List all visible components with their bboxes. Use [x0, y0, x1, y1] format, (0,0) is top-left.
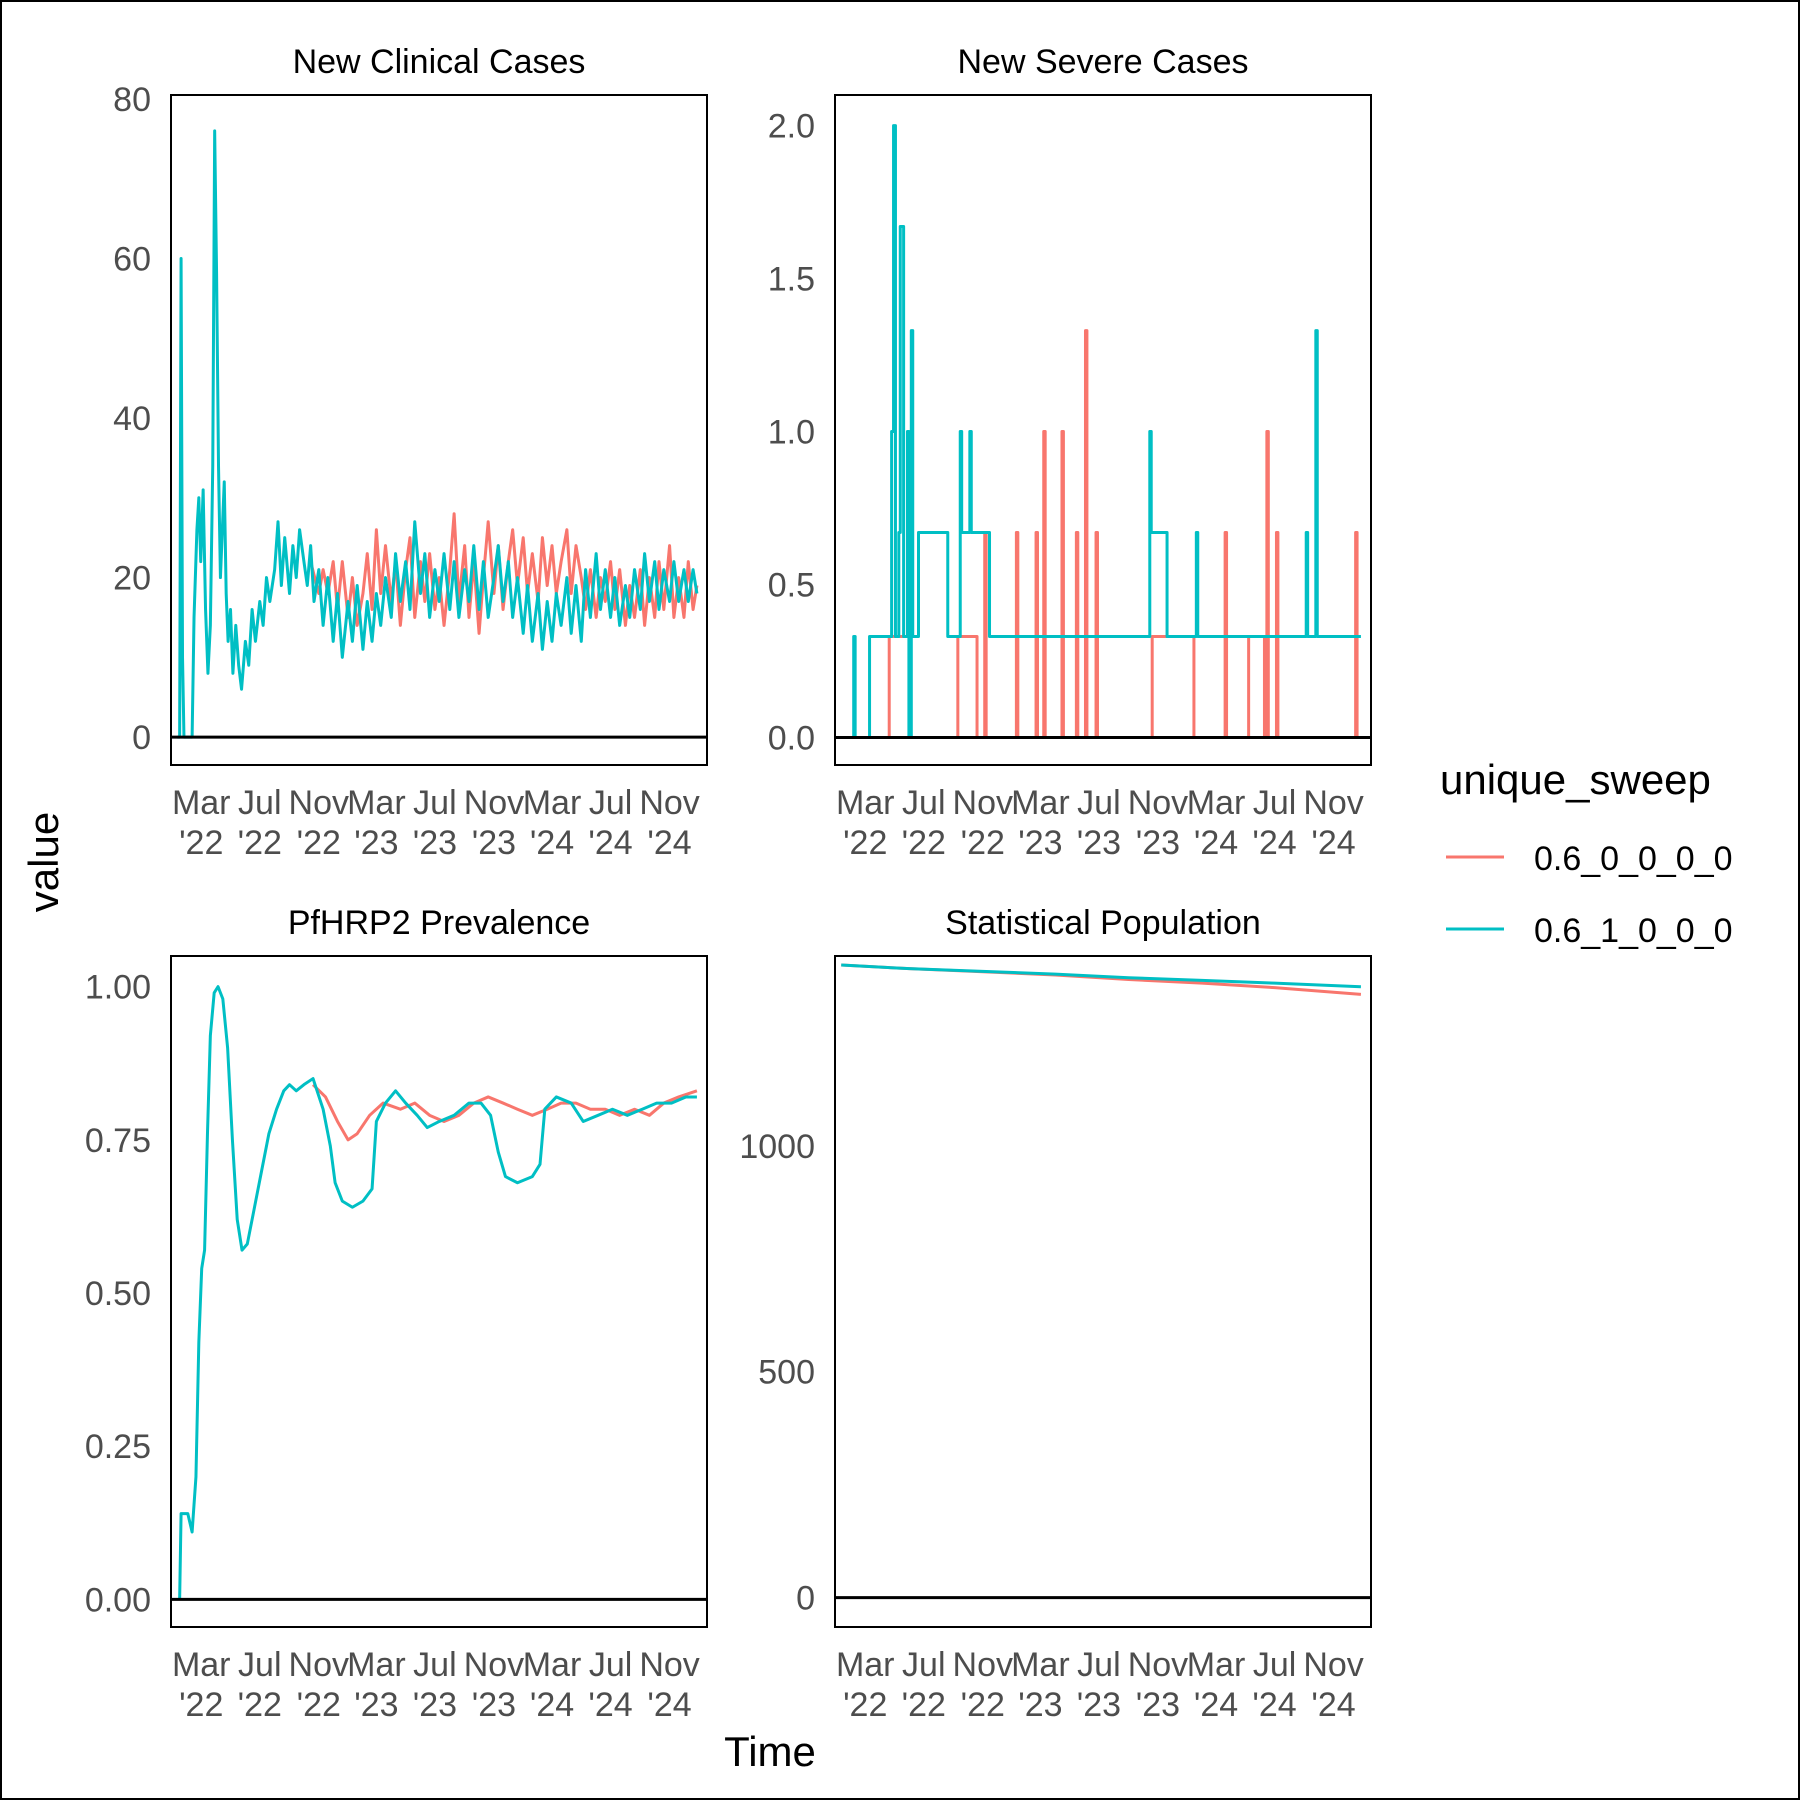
series-line-1 — [843, 124, 1361, 739]
x-tick-label: Jul '24 — [1252, 1646, 1296, 1724]
x-tick-label: Jul '23 — [413, 784, 457, 862]
legend-title: unique_sweep — [1440, 756, 1711, 803]
panel-border — [834, 955, 1372, 1628]
x-tick-label: Nov '22 — [289, 1646, 349, 1724]
x-tick-label: Nov '22 — [953, 784, 1013, 862]
y-tick-label: 0.75 — [85, 1122, 151, 1160]
x-tick-label: Nov '22 — [953, 1646, 1013, 1724]
x-tick-label: Jul '22 — [238, 784, 282, 862]
panel-title: New Severe Cases — [957, 43, 1248, 81]
x-tick-label: Mar '22 — [172, 1646, 231, 1724]
x-tick-label: Jul '22 — [902, 784, 946, 862]
y-tick-label: 1000 — [739, 1128, 815, 1166]
x-tick-label: Jul '22 — [902, 1646, 946, 1724]
x-tick-label: Mar '24 — [1187, 1646, 1246, 1724]
panel-border — [170, 955, 708, 1628]
y-tick-label: 0 — [796, 1580, 815, 1618]
y-tick-label: 2.0 — [768, 108, 815, 146]
panel-title: New Clinical Cases — [293, 43, 586, 81]
y-tick-label: 1.00 — [85, 969, 151, 1007]
x-tick-label: Jul '22 — [238, 1646, 282, 1724]
panel-3: PfHRP2 Prevalence 0.00 0.25 0.50 0.75 1.00 Mar… — [85, 904, 708, 1724]
series-line-1 — [178, 985, 697, 1600]
y-tick-label: 0.25 — [85, 1428, 151, 1466]
x-tick-label: Mar '23 — [1011, 784, 1070, 862]
x-tick-label: Jul '23 — [1077, 1646, 1121, 1724]
x-tick-label: Nov '24 — [1303, 1646, 1363, 1724]
x-tick-label: Nov '23 — [1128, 1646, 1188, 1724]
x-tick-label: Mar '24 — [1187, 784, 1246, 862]
y-tick-label: 0.00 — [85, 1581, 151, 1619]
series-line-1 — [841, 963, 1361, 989]
x-tick-label: Mar '22 — [836, 1646, 895, 1724]
x-tick-label: Jul '23 — [1077, 784, 1121, 862]
y-tick-label: 40 — [113, 400, 151, 438]
panel-title: PfHRP2 Prevalence — [288, 904, 590, 942]
x-tick-label: Mar '23 — [347, 784, 406, 862]
y-tick-label: 0 — [132, 719, 151, 757]
legend: unique_sweep 0.6_0_0_0_0 0.6_1_0_0_0 — [1440, 756, 1733, 950]
x-tick-label: Mar '23 — [1011, 1646, 1070, 1724]
series-group — [841, 963, 1362, 996]
x-tick-label: Jul '24 — [588, 1646, 632, 1724]
legend-label-1: 0.6_1_0_0_0 — [1534, 912, 1733, 950]
x-tick-label: Jul '23 — [413, 1646, 457, 1724]
x-tick-label: Nov '24 — [639, 784, 699, 862]
y-tick-label: 500 — [758, 1354, 815, 1392]
panel-border — [834, 94, 1372, 766]
series-line-1 — [177, 129, 699, 739]
legend-label-0: 0.6_0_0_0_0 — [1534, 840, 1733, 878]
x-tick-label: Mar '22 — [172, 784, 231, 862]
series-group — [177, 129, 699, 739]
x-tick-label: Nov '23 — [1128, 784, 1188, 862]
x-tick-label: Mar '22 — [836, 784, 895, 862]
x-tick-label: Mar '23 — [347, 1646, 406, 1724]
x-tick-label: Nov '24 — [639, 1646, 699, 1724]
series-line-0 — [311, 1083, 698, 1142]
x-tick-label: Nov '23 — [464, 1646, 524, 1724]
y-axis-title: value — [20, 812, 67, 912]
x-tick-label: Nov '22 — [289, 784, 349, 862]
panel-border — [170, 94, 708, 766]
x-axis-title: Time — [724, 1728, 816, 1775]
y-tick-label: 0.0 — [768, 719, 815, 757]
panel-title: Statistical Population — [945, 904, 1261, 942]
y-tick-label: 1.0 — [768, 414, 815, 452]
y-tick-label: 20 — [113, 560, 151, 598]
x-tick-label: Mar '24 — [523, 1646, 582, 1724]
y-tick-label: 80 — [113, 81, 151, 119]
y-tick-label: 0.5 — [768, 566, 815, 604]
y-tick-label: 0.50 — [85, 1275, 151, 1313]
series-group — [178, 985, 698, 1600]
y-tick-label: 1.5 — [768, 261, 815, 299]
x-tick-label: Mar '24 — [523, 784, 582, 862]
x-tick-label: Nov '24 — [1303, 784, 1363, 862]
y-tick-label: 60 — [113, 241, 151, 279]
x-tick-label: Jul '24 — [1252, 784, 1296, 862]
x-tick-label: Jul '24 — [588, 784, 632, 862]
x-tick-label: Nov '23 — [464, 784, 524, 862]
